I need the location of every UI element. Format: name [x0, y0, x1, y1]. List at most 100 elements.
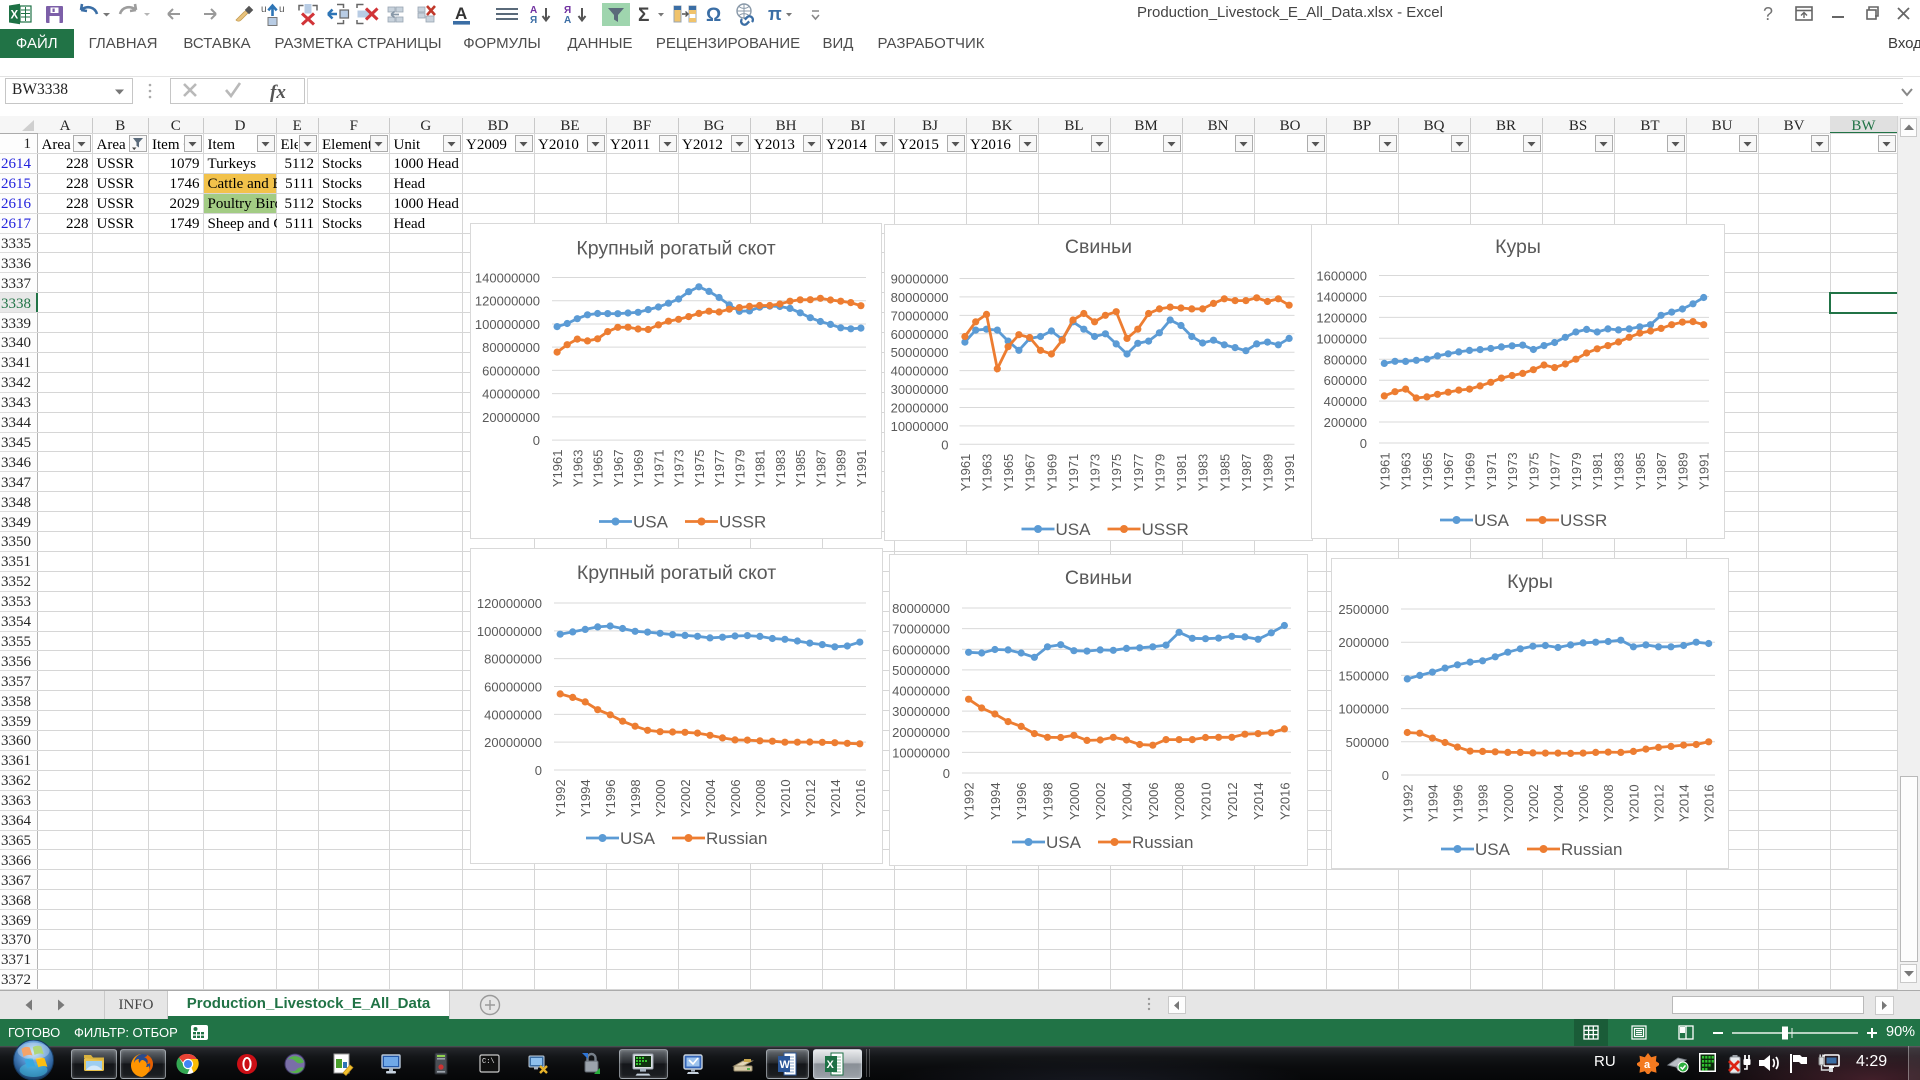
svg-text:0: 0: [1360, 436, 1367, 451]
svg-text:Y1961: Y1961: [957, 454, 972, 492]
svg-text:Y1998: Y1998: [1041, 782, 1056, 820]
svg-text:Y1992: Y1992: [1400, 784, 1415, 822]
svg-text:20000000: 20000000: [890, 400, 948, 415]
svg-text:Y1971: Y1971: [1484, 452, 1499, 490]
svg-text:1000000: 1000000: [1338, 702, 1389, 717]
svg-text:120000000: 120000000: [475, 293, 540, 308]
svg-text:Y2004: Y2004: [1551, 784, 1566, 822]
svg-text:70000000: 70000000: [892, 622, 950, 637]
svg-text:Y1973: Y1973: [1505, 452, 1520, 490]
svg-text:Y2004: Y2004: [1120, 782, 1135, 820]
svg-text:Y1981: Y1981: [1590, 452, 1605, 490]
svg-text:?: ?: [1763, 4, 1773, 24]
svg-text:80000000: 80000000: [892, 601, 950, 616]
svg-text:Y2006: Y2006: [728, 779, 743, 817]
svg-text:u: u: [261, 4, 267, 15]
svg-text:Y2012: Y2012: [1225, 782, 1240, 820]
svg-text:Y1987: Y1987: [1654, 452, 1669, 490]
svg-text:Свиньи: Свиньи: [1065, 567, 1132, 589]
svg-text:Y1991: Y1991: [1282, 454, 1297, 492]
svg-text:A: A: [455, 4, 467, 23]
svg-text:X: X: [827, 1059, 835, 1071]
svg-text:100000000: 100000000: [475, 316, 540, 331]
svg-text:Y1979: Y1979: [732, 449, 747, 487]
svg-text:0: 0: [533, 433, 540, 448]
svg-text:20000000: 20000000: [482, 409, 540, 424]
svg-text:10000000: 10000000: [890, 419, 948, 434]
svg-text:40000000: 40000000: [484, 707, 542, 722]
svg-text:Y1961: Y1961: [1377, 452, 1392, 490]
svg-text:Y1981: Y1981: [1174, 454, 1189, 492]
svg-text:Y1963: Y1963: [1399, 452, 1414, 490]
svg-text:π: π: [768, 4, 782, 24]
svg-text:400000: 400000: [1324, 394, 1367, 409]
svg-text:200000: 200000: [1324, 415, 1367, 430]
svg-text:Y1992: Y1992: [553, 779, 568, 817]
svg-text:60000000: 60000000: [890, 327, 948, 342]
svg-text:50000000: 50000000: [890, 345, 948, 360]
svg-text:90000000: 90000000: [890, 272, 948, 287]
svg-text:1200000: 1200000: [1316, 310, 1367, 325]
svg-text:Y2012: Y2012: [803, 779, 818, 817]
svg-text:Y1975: Y1975: [1526, 452, 1541, 490]
svg-text:Y1961: Y1961: [550, 449, 565, 487]
svg-text:1000000: 1000000: [1316, 331, 1367, 346]
svg-text:Y2000: Y2000: [1501, 784, 1516, 822]
svg-text:Y2006: Y2006: [1576, 784, 1591, 822]
svg-text:Y1965: Y1965: [591, 449, 606, 487]
svg-text:1400000: 1400000: [1316, 289, 1367, 304]
svg-text:W: W: [780, 1059, 791, 1071]
svg-text:2500000: 2500000: [1338, 602, 1389, 617]
svg-text:Я: Я: [564, 5, 571, 16]
svg-text:USA: USA: [1046, 833, 1082, 852]
svg-text:0: 0: [943, 766, 950, 781]
svg-text:Я: Я: [530, 15, 537, 26]
svg-text:Y2002: Y2002: [678, 779, 693, 817]
svg-text:Y1977: Y1977: [1548, 452, 1563, 490]
svg-text:Y1989: Y1989: [1260, 454, 1275, 492]
svg-text:2000000: 2000000: [1338, 635, 1389, 650]
svg-text:Крупный рогатый скот: Крупный рогатый скот: [576, 237, 775, 259]
svg-text:40000000: 40000000: [482, 386, 540, 401]
svg-text:Y1975: Y1975: [1109, 454, 1124, 492]
svg-text:Y1998: Y1998: [1476, 784, 1491, 822]
svg-text:Y1969: Y1969: [631, 449, 646, 487]
svg-text:60000000: 60000000: [892, 642, 950, 657]
svg-text:Y1987: Y1987: [1238, 454, 1253, 492]
svg-text:Y1996: Y1996: [1014, 782, 1029, 820]
svg-text:Y2016: Y2016: [1702, 784, 1717, 822]
svg-text:Russian: Russian: [1561, 840, 1622, 859]
svg-text:Y2008: Y2008: [1601, 784, 1616, 822]
svg-text:Y2012: Y2012: [1651, 784, 1666, 822]
svg-text:Y1965: Y1965: [1001, 454, 1016, 492]
svg-text:600000: 600000: [1324, 373, 1367, 388]
svg-text:20000000: 20000000: [484, 735, 542, 750]
svg-text:Y1979: Y1979: [1569, 452, 1584, 490]
svg-text:120000000: 120000000: [477, 596, 542, 611]
svg-text:Y1994: Y1994: [578, 779, 593, 817]
svg-text:Y1991: Y1991: [1697, 452, 1712, 490]
svg-text:Y2002: Y2002: [1526, 784, 1541, 822]
svg-text:u: u: [279, 4, 285, 15]
svg-text:Y1994: Y1994: [988, 782, 1003, 820]
svg-text:Y2016: Y2016: [853, 779, 868, 817]
svg-text:Russian: Russian: [1132, 833, 1193, 852]
svg-text:Y2002: Y2002: [1093, 782, 1108, 820]
svg-text:Y2010: Y2010: [1626, 784, 1641, 822]
svg-text:40000000: 40000000: [892, 684, 950, 699]
svg-text:800000: 800000: [1324, 352, 1367, 367]
svg-text:30000000: 30000000: [892, 704, 950, 719]
svg-text:Y2010: Y2010: [1198, 782, 1213, 820]
svg-text:Крупный рогатый скот: Крупный рогатый скот: [577, 562, 776, 584]
svg-text:Y1971: Y1971: [1065, 454, 1080, 492]
svg-text:USA: USA: [620, 829, 656, 848]
svg-text:Y1983: Y1983: [1195, 454, 1210, 492]
svg-text:C:\: C:\: [482, 1058, 495, 1066]
svg-text:70000000: 70000000: [890, 308, 948, 323]
svg-text:Y1985: Y1985: [793, 449, 808, 487]
svg-text:Ω: Ω: [706, 5, 721, 26]
svg-text:Y1985: Y1985: [1633, 452, 1648, 490]
svg-text:Y1963: Y1963: [570, 449, 585, 487]
svg-text:Y2008: Y2008: [753, 779, 768, 817]
svg-text:Y2008: Y2008: [1172, 782, 1187, 820]
